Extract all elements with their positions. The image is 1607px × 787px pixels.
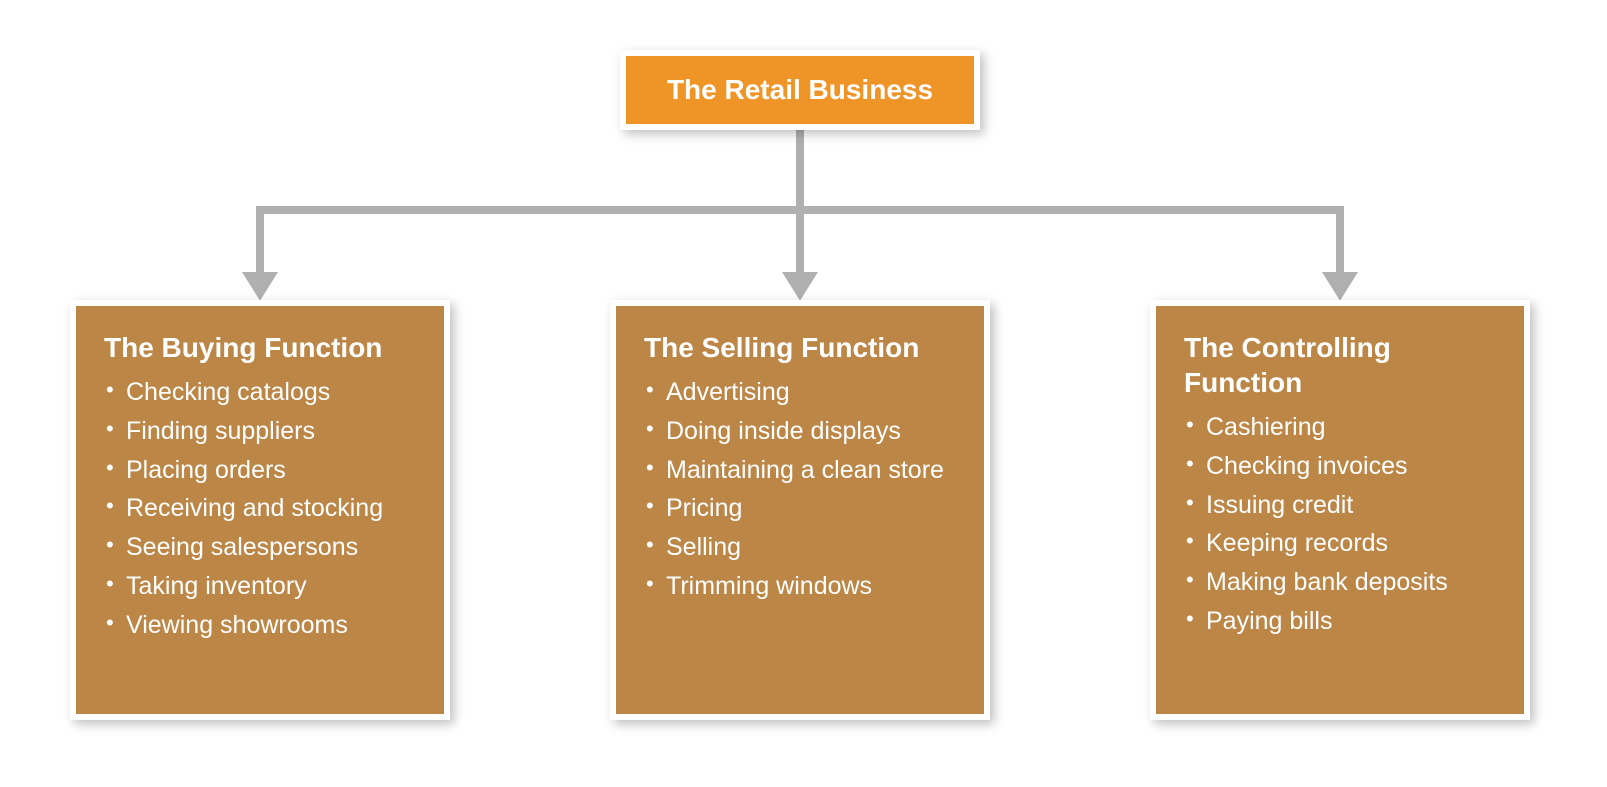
list-item: Issuing credit [1206, 486, 1496, 525]
list-item: Selling [666, 528, 956, 567]
list-item: Taking inventory [126, 567, 416, 606]
list-item: Pricing [666, 489, 956, 528]
list-item: Advertising [666, 373, 956, 412]
list-item: Trimming windows [666, 567, 956, 606]
list-item: Making bank deposits [1206, 563, 1496, 602]
child-node: The Selling Function AdvertisingDoing ins… [610, 300, 990, 720]
list-item: Checking invoices [1206, 447, 1496, 486]
child-node: The Buying Function Checking catalogsFind… [70, 300, 450, 720]
list-item: Keeping records [1206, 524, 1496, 563]
list-item: Viewing showrooms [126, 606, 416, 645]
child-list: AdvertisingDoing inside displaysMaintain… [644, 373, 956, 606]
list-item: Maintaining a clean store [666, 451, 956, 490]
child-title: The Controlling Function [1184, 330, 1496, 400]
list-item: Receiving and stocking [126, 489, 416, 528]
list-item: Checking catalogs [126, 373, 416, 412]
list-item: Placing orders [126, 451, 416, 490]
child-list: Checking catalogsFinding suppliersPlacin… [104, 373, 416, 644]
child-node: The Controlling Function CashieringChecki… [1150, 300, 1530, 720]
list-item: Paying bills [1206, 602, 1496, 641]
child-title: The Selling Function [644, 330, 956, 365]
list-item: Doing inside displays [666, 412, 956, 451]
root-title: The Retail Business [667, 74, 933, 106]
root-node: The Retail Business [620, 50, 980, 130]
list-item: Seeing salespersons [126, 528, 416, 567]
child-list: CashieringChecking invoicesIssuing credi… [1184, 408, 1496, 641]
child-title: The Buying Function [104, 330, 416, 365]
list-item: Finding suppliers [126, 412, 416, 451]
list-item: Cashiering [1206, 408, 1496, 447]
